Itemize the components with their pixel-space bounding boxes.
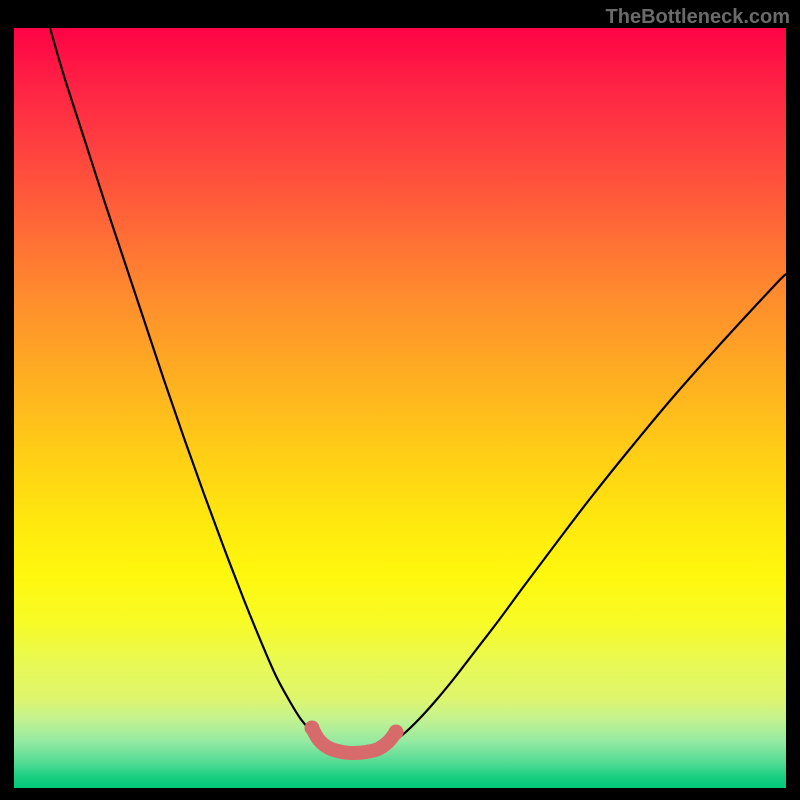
chart-plot-area (14, 28, 786, 788)
bottleneck-curve (50, 28, 786, 752)
accent-highlight (312, 728, 396, 753)
watermark-text: TheBottleneck.com (606, 6, 790, 29)
chart-curve-layer (14, 28, 786, 788)
